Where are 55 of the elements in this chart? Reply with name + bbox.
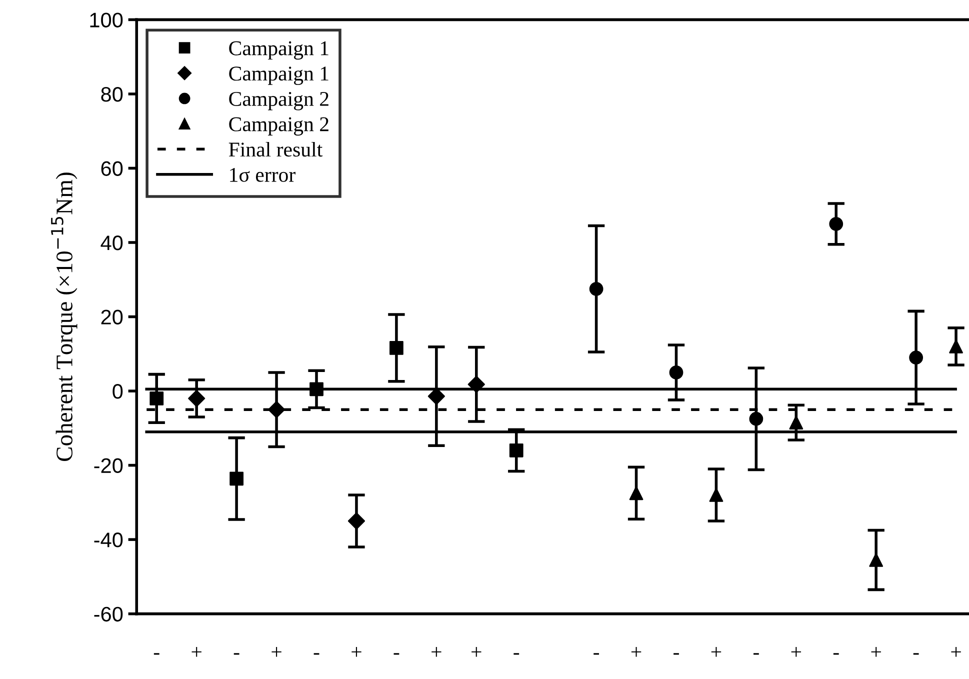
legend-label: Campaign 2: [229, 117, 328, 136]
point: [709, 488, 724, 502]
x-tick-label: +: [871, 647, 881, 657]
x-tick-label: +: [951, 647, 961, 657]
x-tick-label: -: [314, 653, 320, 655]
point: [869, 553, 884, 567]
point: [389, 341, 404, 355]
point: [348, 512, 366, 530]
x-tick-label: -: [674, 653, 679, 655]
x-tick-label: -: [154, 653, 160, 655]
x-tick-label: +: [791, 647, 802, 657]
x-tick-label: +: [192, 647, 202, 657]
point: [310, 382, 324, 396]
y-tick-label: 20: [101, 310, 123, 325]
point: [468, 376, 485, 393]
legend-label: Final result: [228, 142, 322, 157]
y-tick-label: 100: [90, 12, 123, 28]
x-tick-label: +: [272, 647, 282, 657]
point: [268, 401, 286, 418]
point: [629, 486, 644, 500]
legend-label: 1σ error: [230, 168, 296, 182]
x-tick-label: +: [711, 647, 722, 657]
point: [949, 340, 963, 354]
x-tick-label: +: [352, 647, 362, 657]
y-tick-label: 0: [112, 384, 123, 399]
legend-label: Campaign 1: [229, 66, 328, 85]
y-tick-label: -60: [94, 606, 123, 622]
x-tick-label: +: [432, 647, 442, 657]
y-tick-label: 40: [100, 235, 123, 250]
y-tick-label: 80: [101, 86, 123, 102]
point: [188, 390, 206, 407]
y-axis-title: Coherent Torque (×10$^{−15}$Nm): [51, 172, 78, 461]
x-tick-label: -: [833, 653, 839, 655]
x-tick-label: +: [631, 647, 642, 657]
y-tick-label: 60: [101, 161, 123, 176]
point: [150, 392, 164, 406]
legend-label: Campaign 1: [229, 41, 328, 60]
point: [749, 412, 764, 426]
x-tick-label: -: [394, 653, 400, 655]
x-tick-label: -: [913, 653, 919, 655]
point: [230, 472, 244, 486]
legend-label: Campaign 2: [229, 92, 328, 110]
point: [589, 282, 604, 296]
y-tick-label: -40: [94, 532, 123, 548]
point: [669, 366, 684, 380]
x-tick-label: -: [514, 653, 520, 655]
point: [509, 443, 524, 458]
point: [789, 416, 804, 430]
x-tick-label: -: [594, 653, 600, 655]
point: [829, 216, 844, 231]
x-tick-label: -: [753, 653, 759, 655]
point: [909, 350, 924, 365]
x-tick-label: -: [234, 653, 240, 655]
x-tick-label: +: [472, 647, 482, 657]
y-tick-label: -20: [94, 458, 123, 474]
